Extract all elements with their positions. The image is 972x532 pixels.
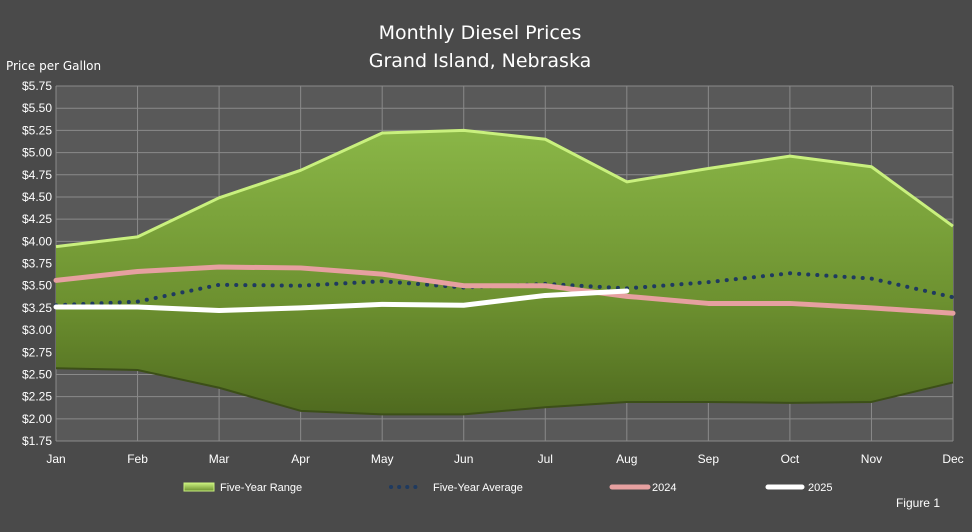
x-tick-label: Jul (538, 452, 553, 466)
legend-label: 2025 (808, 482, 832, 494)
x-tick-label: Mar (209, 452, 230, 466)
x-tick-label: Sep (698, 452, 720, 466)
y-tick-label: $4.00 (22, 234, 52, 248)
legend: Five-Year Range Five-Year Average 2024 2025 (183, 482, 832, 494)
y-tick-label: $1.75 (22, 434, 52, 448)
y-tick-label: $2.00 (22, 412, 52, 426)
y-tick-label: $3.00 (22, 323, 52, 337)
y-tick-label: $4.25 (22, 212, 52, 226)
y-tick-label: $5.00 (22, 146, 52, 160)
y-tick-labels: $1.75 $2.00 $2.25 $2.50 $2.75 $3.00 $3.25 $3.50… (22, 79, 52, 448)
y-tick-label: $3.75 (22, 257, 52, 271)
y-axis-label: Price per Gallon (6, 59, 101, 73)
series-line-2025 (53, 288, 630, 314)
y-tick-label: $5.75 (22, 79, 52, 93)
x-tick-label: Nov (861, 452, 882, 466)
legend-label: Five-Year Range (220, 482, 302, 494)
y-tick-label: $4.50 (22, 190, 52, 204)
series-line-2024 (53, 264, 956, 316)
figure-label: Figure 1 (896, 496, 940, 510)
x-tick-label: May (371, 452, 394, 466)
chart-title: Monthly Diesel Prices (379, 22, 582, 44)
five-year-range-high-edge (55, 128, 954, 249)
x-tick-label: Apr (291, 452, 310, 466)
x-tick-label: Oct (781, 452, 800, 466)
series-lines (53, 264, 956, 316)
legend-label: Five-Year Average (433, 482, 523, 494)
five-year-range-fill (56, 130, 953, 415)
legend-item: Five-Year Range (183, 482, 302, 494)
y-tick-label: $4.75 (22, 168, 52, 182)
x-tick-label: Feb (127, 452, 148, 466)
x-tick-labels: Jan Feb Mar Apr May Jun Jul Aug Sep Oct Nov Dec (46, 452, 963, 466)
five-year-range-area (55, 128, 954, 416)
x-tick-label: Jun (454, 452, 473, 466)
legend-item: Five-Year Average (389, 482, 523, 494)
y-tick-label: $5.25 (22, 123, 52, 137)
five-year-range-low-edge (55, 367, 954, 416)
y-tick-label: $2.75 (22, 345, 52, 359)
legend-item: 2024 (609, 482, 676, 494)
legend-item: 2025 (765, 482, 832, 494)
y-tick-label: $2.50 (22, 367, 52, 381)
x-tick-label: Aug (616, 452, 637, 466)
legend-swatch-range (183, 482, 215, 492)
y-tick-label: $2.25 (22, 390, 52, 404)
y-tick-label: $3.25 (22, 301, 52, 315)
y-tick-label: $3.50 (22, 279, 52, 293)
x-tick-label: Jan (46, 452, 65, 466)
x-tick-label: Dec (942, 452, 963, 466)
y-tick-label: $5.50 (22, 101, 52, 115)
chart-subtitle: Grand Island, Nebraska (369, 50, 592, 72)
legend-label: 2024 (652, 482, 676, 494)
